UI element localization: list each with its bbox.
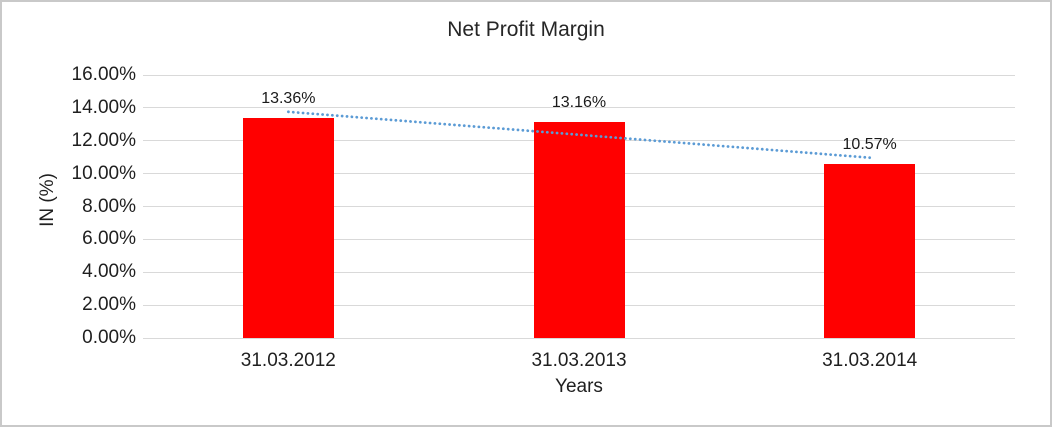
x-axis-tick-label: 31.03.2012 <box>240 350 336 371</box>
y-axis-tick-label: 8.00% <box>82 195 136 217</box>
y-axis-tick-label: 0.00% <box>82 327 136 348</box>
y-axis-tick-label: 4.00% <box>82 261 136 283</box>
trendline <box>286 110 872 160</box>
y-axis-tick-label: 10.00% <box>71 162 136 184</box>
bar-31.03.2014 <box>824 164 916 338</box>
gridline <box>143 74 1015 76</box>
y-axis-tick-label: 2.00% <box>82 294 136 316</box>
y-axis-tick-label: 6.00% <box>82 228 136 250</box>
bar-data-label: 13.16% <box>551 93 607 111</box>
x-axis-title: Years <box>555 376 603 397</box>
x-axis-tick-label: 31.03.2014 <box>822 350 918 371</box>
x-axis-tick-label: 31.03.2013 <box>531 350 627 371</box>
bar-31.03.2013 <box>533 121 625 338</box>
chart-title: Net Profit Margin <box>447 18 605 41</box>
y-axis-tick-label: 16.00% <box>71 64 136 85</box>
bar-31.03.2012 <box>242 118 334 338</box>
bar-data-label: 10.57% <box>842 136 897 154</box>
plot-area: 13.36% 13.16% 10.57% <box>143 74 1015 339</box>
y-axis-tick-label: 12.00% <box>71 129 136 151</box>
gridline <box>143 337 1015 339</box>
gridline <box>143 107 1015 109</box>
y-axis-tick-label: 14.00% <box>71 96 136 118</box>
bar-data-label: 13.36% <box>261 90 316 108</box>
